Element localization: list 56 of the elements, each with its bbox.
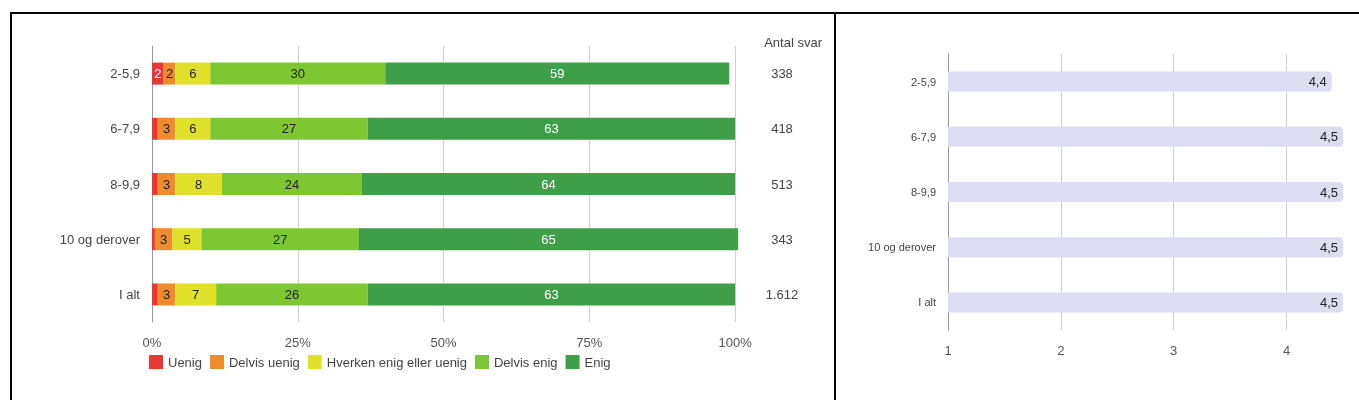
data-label: 4,5: [1319, 129, 1338, 145]
data-label: 26: [284, 286, 300, 302]
legend-label: Enig: [584, 354, 611, 370]
data-label: 5: [183, 231, 191, 247]
y-tick-label: I alt: [119, 286, 141, 302]
y-tick-label: I alt: [918, 296, 936, 309]
text: Antal svar: [764, 35, 823, 50]
data-label: 27: [273, 231, 288, 247]
x-tick-label: 100%: [718, 335, 753, 350]
text: 418: [771, 121, 793, 137]
data-label: 3: [162, 176, 171, 192]
y-tick-label: 6-7,9: [110, 121, 140, 137]
data-label: 65: [541, 231, 556, 247]
legend-label: Delvis enig: [493, 354, 558, 370]
x-tick-label: 25%: [284, 335, 312, 350]
data-label: 3: [162, 286, 171, 302]
y-tick-label: 10 og derover: [868, 241, 937, 254]
x-tick-label: 75%: [576, 335, 603, 350]
y-tick-label: 2-5,9: [910, 75, 936, 88]
text: 513: [771, 176, 793, 192]
data-label: 2: [165, 66, 174, 82]
data-label: 2: [154, 66, 162, 82]
data-label: 3: [160, 231, 168, 247]
data-label: 3: [162, 121, 171, 137]
data-label: 7: [192, 286, 200, 302]
data-label: 8: [195, 176, 203, 192]
y-tick-label: 6-7,9: [910, 130, 936, 143]
data-label: 27: [281, 121, 297, 137]
y-tick-label: 10 og derover: [59, 231, 141, 247]
y-tick-label: 8-9,9: [910, 186, 936, 198]
x-tick-label: 2: [1057, 343, 1065, 358]
y-tick-label: 8-9,9: [110, 176, 140, 192]
x-tick-label: 0%: [142, 335, 162, 350]
text: 338: [771, 66, 793, 82]
data-label: 4,5: [1319, 184, 1338, 200]
x-tick-label: 4: [1282, 343, 1291, 358]
x-tick-label: 1: [944, 343, 952, 358]
data-label: 59: [550, 66, 565, 82]
legend-label: Delvis uenig: [228, 354, 300, 370]
data-label: 6: [189, 121, 197, 137]
data-label: 24: [284, 176, 300, 192]
y-tick-label: 2-5,9: [110, 66, 140, 82]
data-label: 30: [290, 66, 306, 82]
text: 1.612: [765, 286, 799, 302]
data-label: 4,5: [1319, 239, 1338, 255]
text: 343: [771, 231, 793, 247]
data-label: 63: [544, 121, 559, 137]
legend-label: Uenig: [168, 354, 202, 370]
data-label: 63: [544, 286, 559, 302]
data-label: 6: [189, 66, 197, 82]
legend-label: Hverken enig eller uenig: [326, 354, 467, 370]
data-label: 4,4: [1308, 74, 1327, 90]
data-label: 64: [541, 176, 556, 192]
x-tick-label: 3: [1170, 343, 1178, 358]
data-label: 4,5: [1319, 294, 1338, 310]
x-tick-label: 50%: [430, 335, 457, 350]
